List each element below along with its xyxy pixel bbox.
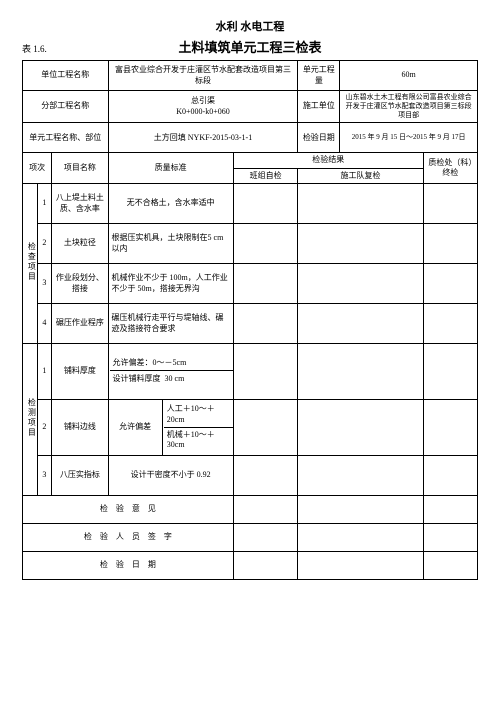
unit-proj-part-label: 单元工程名称、部位 — [23, 123, 109, 153]
check-1-name: 八上堤土料土质、含水率 — [52, 184, 108, 224]
footer-signature-final — [423, 524, 477, 552]
construct-unit: 山东碧水土木工程有限公司富县农业综合开发于庄灌区节水配套改造项目第三标段项目部 — [340, 91, 478, 123]
measure-1-std: 允许偏差：0～－5cm 设计铺料厚度 30 cm — [108, 344, 233, 400]
check-1-final — [423, 184, 477, 224]
measure-1-recheck — [298, 344, 423, 400]
m1-design-val: 30 cm — [165, 374, 185, 384]
col-item-name: 项目名称 — [52, 153, 108, 184]
m2-allow-label: 允许偏差 — [108, 400, 162, 456]
check-4-no: 4 — [37, 304, 52, 344]
check-1-no: 1 — [37, 184, 52, 224]
footer-signature-row: 检 验 人 员 签 字 — [23, 524, 478, 552]
measure-3-std: 设计干密度不小于 0.92 — [108, 456, 233, 496]
col-quality-std: 质量标准 — [108, 153, 233, 184]
footer-opinion-recheck — [298, 496, 423, 524]
footer-date-recheck — [298, 552, 423, 580]
inspection-table: 单位工程名称 富县农业综合开发于庄灌区节水配套改造项目第三标段 单元工程量 60… — [22, 60, 478, 580]
col-check-result: 检验结果 — [233, 153, 423, 168]
unit-proj-part: 土方回填 NYKF-2015-03-1-1 — [108, 123, 298, 153]
check-row-1: 检查项目 1 八上堤土料土质、含水率 无不合格土，含水率适中 — [23, 184, 478, 224]
footer-signature-recheck — [298, 524, 423, 552]
info-row-1: 单位工程名称 富县农业综合开发于庄灌区节水配套改造项目第三标段 单元工程量 60… — [23, 61, 478, 91]
footer-opinion: 检 验 意 见 — [23, 496, 234, 524]
check-3-final — [423, 264, 477, 304]
measure-2-no: 2 — [37, 400, 52, 456]
check-row-4: 4 碾压作业程序 碾压机械行走平行与堤轴线、碾迹及搭接符合要求 — [23, 304, 478, 344]
m1-allow-dev: 允许偏差：0～－5cm — [113, 358, 230, 368]
check-row-3: 3 作业段划分、搭接 机械作业不少于 100m，人工作业不少于 50m，搭接无界… — [23, 264, 478, 304]
footer-signature: 检 验 人 员 签 字 — [23, 524, 234, 552]
check-2-final — [423, 224, 477, 264]
check-1-std: 无不合格土，含水率适中 — [108, 184, 233, 224]
unit-qty: 60m — [340, 61, 478, 91]
measure-2-recheck — [298, 400, 423, 456]
check-2-no: 2 — [37, 224, 52, 264]
footer-date: 检 验 日 期 — [23, 552, 234, 580]
check-2-std: 根据压实机具，土块限制在5 cm 以内 — [108, 224, 233, 264]
footer-opinion-row: 检 验 意 见 — [23, 496, 478, 524]
check-3-self — [233, 264, 298, 304]
check-row-2: 2 土块粒径 根据压实机具，土块限制在5 cm 以内 — [23, 224, 478, 264]
main-title: 土料填筑单元工程三检表 — [22, 37, 478, 56]
unit-qty-label: 单元工程量 — [298, 61, 340, 91]
m1-design-label: 设计铺料厚度 — [113, 374, 161, 384]
check-3-no: 3 — [37, 264, 52, 304]
measure-1-final — [423, 344, 477, 400]
footer-date-final — [423, 552, 477, 580]
check-2-name: 土块粒径 — [52, 224, 108, 264]
measure-row-1: 检测项目 1 铺料厚度 允许偏差：0～－5cm 设计铺料厚度 30 cm — [23, 344, 478, 400]
check-4-name: 碾压作业程序 — [52, 304, 108, 344]
check-3-name: 作业段划分、搭接 — [52, 264, 108, 304]
col-team-self: 班组自检 — [233, 168, 298, 183]
unit-proj-name-label: 单位工程名称 — [23, 61, 109, 91]
check-4-final — [423, 304, 477, 344]
measure-3-recheck — [298, 456, 423, 496]
col-crew-recheck: 施工队复检 — [298, 168, 423, 183]
check-2-self — [233, 224, 298, 264]
footer-signature-self — [233, 524, 298, 552]
col-header-row-1: 项次 项目名称 质量标准 检验结果 质检处（科）终检 — [23, 153, 478, 168]
footer-opinion-final — [423, 496, 477, 524]
div-proj-name-label: 分部工程名称 — [23, 91, 109, 123]
check-date-label: 检验日期 — [298, 123, 340, 153]
measure-row-2: 2 铺料边线 允许偏差 人工＋10～＋20cm 机械＋10～＋30cm — [23, 400, 478, 456]
col-qc-final: 质检处（科）终检 — [423, 153, 477, 184]
measure-2-std-lines: 人工＋10～＋20cm 机械＋10～＋30cm — [162, 400, 233, 456]
check-4-recheck — [298, 304, 423, 344]
measure-1-self — [233, 344, 298, 400]
info-row-2: 分部工程名称 总引渠 K0+000-k0+060 施工单位 山东碧水土木工程有限… — [23, 91, 478, 123]
check-1-self — [233, 184, 298, 224]
unit-proj-name: 富县农业综合开发于庄灌区节水配套改造项目第三标段 — [108, 61, 298, 91]
measure-2-final — [423, 400, 477, 456]
measure-1-no: 1 — [37, 344, 52, 400]
check-2-recheck — [298, 224, 423, 264]
footer-date-row: 检 验 日 期 — [23, 552, 478, 580]
check-4-self — [233, 304, 298, 344]
measure-row-3: 3 八压实指标 设计干密度不小于 0.92 — [23, 456, 478, 496]
construct-unit-label: 施工单位 — [298, 91, 340, 123]
title-row: 表 1.6. 土料填筑单元工程三检表 — [22, 37, 478, 56]
col-seq: 项次 — [23, 153, 52, 184]
check-3-std: 机械作业不少于 100m，人工作业不少于 50m，搭接无界沟 — [108, 264, 233, 304]
group-measure-items: 检测项目 — [23, 344, 38, 496]
measure-3-final — [423, 456, 477, 496]
measure-2-self — [233, 400, 298, 456]
check-4-std: 碾压机械行走平行与堤轴线、碾迹及搭接符合要求 — [108, 304, 233, 344]
measure-1-name: 铺料厚度 — [52, 344, 108, 400]
footer-date-self — [233, 552, 298, 580]
check-3-recheck — [298, 264, 423, 304]
measure-3-self — [233, 456, 298, 496]
m2-line2: 机械＋10～＋30cm — [167, 430, 230, 451]
div-proj-name: 总引渠 K0+000-k0+060 — [108, 91, 298, 123]
footer-opinion-self — [233, 496, 298, 524]
info-row-3: 单元工程名称、部位 土方回填 NYKF-2015-03-1-1 检验日期 201… — [23, 123, 478, 153]
check-1-recheck — [298, 184, 423, 224]
measure-3-no: 3 — [37, 456, 52, 496]
category-title: 水利 水电工程 — [22, 18, 478, 34]
m2-line1: 人工＋10～＋20cm — [167, 404, 230, 425]
measure-2-name: 铺料边线 — [52, 400, 108, 456]
group-check-items: 检查项目 — [23, 184, 38, 344]
check-date: 2015 年 9 月 15 日～2015 年 9 月 17日 — [340, 123, 478, 153]
measure-3-name: 八压实指标 — [52, 456, 108, 496]
